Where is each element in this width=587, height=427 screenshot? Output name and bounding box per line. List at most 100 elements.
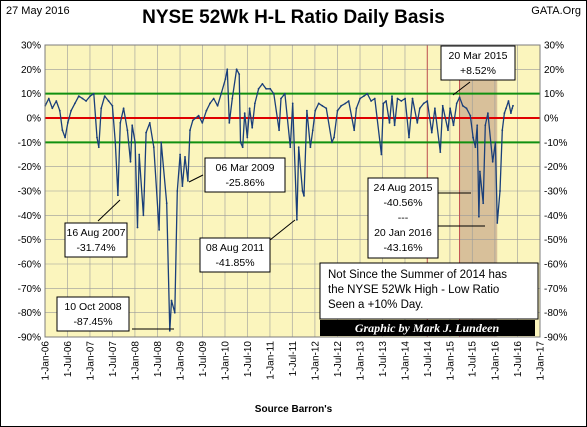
data-point <box>284 92 286 95</box>
data-point <box>58 109 61 112</box>
y-tick-label-left: -20% <box>18 162 41 173</box>
data-point <box>246 136 249 139</box>
data-point <box>474 146 477 149</box>
data-point <box>469 114 472 117</box>
plot-border <box>44 44 541 338</box>
y-tick-label-right: -60% <box>544 260 567 271</box>
data-point <box>55 100 58 102</box>
data-point <box>265 87 267 90</box>
data-point <box>449 107 451 110</box>
data-point <box>306 109 308 112</box>
y-tick-label-right: -10% <box>544 138 567 149</box>
data-point <box>309 146 312 149</box>
data-point <box>501 129 504 132</box>
x-tick-label: 1-Jul-13 <box>378 341 389 378</box>
x-tick-label: 1-Jan-08 <box>130 341 141 381</box>
x-tick-label: 1-Jul-08 <box>153 341 164 378</box>
annotation-box <box>199 237 271 273</box>
data-point <box>64 136 66 139</box>
data-point <box>201 122 204 124</box>
annotation-text: 10 Oct 2008 <box>64 301 121 313</box>
data-point <box>117 194 119 197</box>
x-tick-label: 1-Jul-12 <box>333 341 344 378</box>
y-tick-label-left: -10% <box>18 138 41 149</box>
data-point <box>61 129 64 132</box>
data-point <box>129 160 132 163</box>
y-tick-label-right: -20% <box>544 162 567 173</box>
x-tick-label: 1-Jan-09 <box>176 341 187 381</box>
annotation-text: -41.85% <box>215 257 254 269</box>
data-point <box>138 153 141 156</box>
data-point <box>152 146 155 149</box>
data-point <box>297 146 300 149</box>
data-point <box>278 129 280 132</box>
data-point <box>385 100 387 102</box>
data-point <box>251 126 254 129</box>
data-point <box>311 129 314 132</box>
annotation-text: 08 Aug 2011 <box>206 242 264 254</box>
annotation-box <box>56 296 130 332</box>
data-point <box>131 124 134 127</box>
annotation-text: +8.52% <box>460 65 496 77</box>
y-tick-label-right: 20% <box>544 65 564 76</box>
data-point <box>187 180 189 182</box>
data-point <box>418 107 421 110</box>
note-text: the NYSE 52Wk High - Low Ratio <box>328 284 499 296</box>
data-point <box>314 109 317 112</box>
data-point <box>359 97 361 100</box>
data-point <box>197 114 200 117</box>
x-tick-label: 1-Jan-16 <box>490 341 501 381</box>
data-point <box>179 153 182 156</box>
data-point <box>97 146 100 149</box>
y-tick-label-left: 0% <box>27 114 42 125</box>
x-tick-label: 1-Jul-07 <box>108 341 119 378</box>
annotation-text: -25.86% <box>225 177 264 189</box>
data-point <box>439 151 442 154</box>
annotation-arrow <box>97 199 121 222</box>
data-point <box>340 104 343 107</box>
data-point <box>205 109 208 112</box>
data-point <box>85 100 87 102</box>
series-lines <box>44 68 514 332</box>
data-point <box>317 102 320 105</box>
data-point <box>452 124 455 127</box>
note-text: Not Since the Summer of 2014 has <box>328 269 507 281</box>
data-point <box>241 146 244 149</box>
data-point <box>408 136 410 139</box>
annotations: 16 Aug 2007 -31.74% 10 Oct 2008 -87.45% 06 M… <box>56 45 516 332</box>
data-point <box>81 97 84 100</box>
data-point <box>362 95 365 97</box>
annotation-box <box>204 157 286 193</box>
data-point <box>168 329 171 332</box>
annotation-text: 20 Jan 2016 <box>374 227 432 239</box>
data-point <box>228 122 231 124</box>
data-point <box>370 100 372 102</box>
data-point <box>191 119 194 122</box>
x-tick-label: 1-Jan-10 <box>220 341 231 381</box>
data-point <box>512 104 514 107</box>
data-point <box>434 107 436 110</box>
data-point <box>507 100 510 102</box>
y-tick-label-right: 10% <box>544 89 564 100</box>
x-tick-label: 1-Jul-14 <box>423 341 434 378</box>
data-point <box>66 122 69 124</box>
data-point <box>422 102 425 105</box>
data-point <box>160 141 163 144</box>
data-point <box>426 100 429 102</box>
annotation-text: -87.45% <box>73 316 112 328</box>
data-point <box>289 146 292 149</box>
x-tick-label: 1-Jan-17 <box>536 341 547 381</box>
data-point <box>505 107 507 110</box>
annotation-arrow <box>269 219 296 241</box>
source-label: Source Barron's <box>254 404 333 415</box>
data-point <box>380 153 383 156</box>
data-point <box>261 83 264 85</box>
annotation-box <box>64 222 128 258</box>
y-tick-label-left: -60% <box>18 260 41 271</box>
data-point <box>243 112 246 114</box>
data-point <box>158 229 161 231</box>
data-point <box>280 97 282 100</box>
data-point <box>96 136 98 139</box>
data-point <box>447 129 449 132</box>
